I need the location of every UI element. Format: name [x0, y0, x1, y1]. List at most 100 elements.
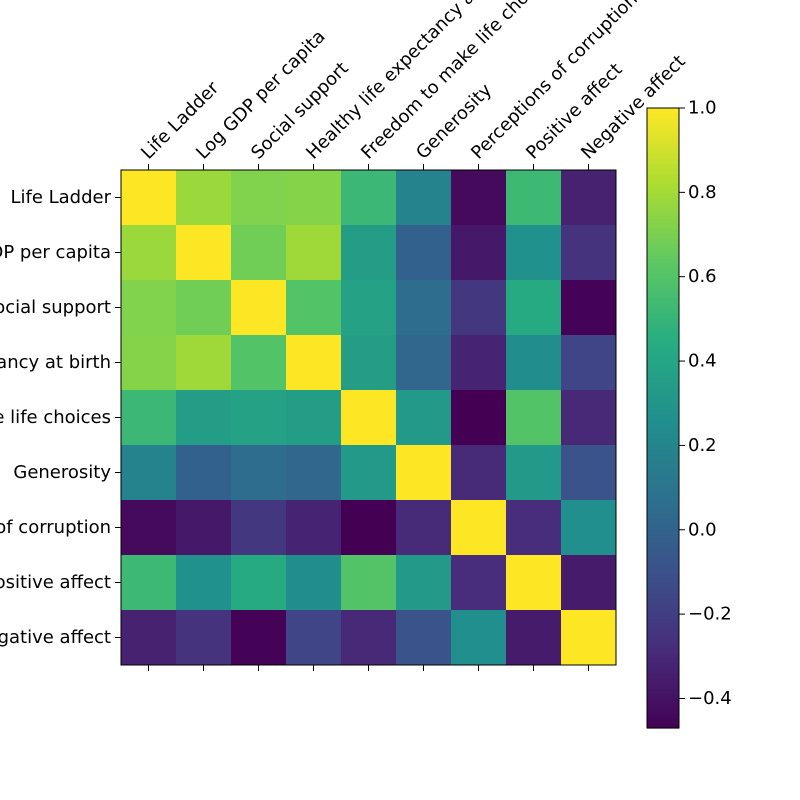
colorbar-segment: [647, 213, 679, 219]
colorbar-segment: [647, 643, 679, 649]
colorbar-segment: [647, 258, 679, 264]
colorbar-tick-label: 1.0: [688, 98, 717, 119]
heatmap-cell: [231, 170, 287, 226]
colorbar-segment: [647, 403, 679, 409]
colorbar-tick-label: 0.4: [688, 351, 717, 372]
heatmap-cell: [121, 280, 177, 336]
heatmap-cell: [231, 280, 287, 336]
y-tick-label: Freedom to make life choices: [0, 407, 111, 428]
x-tick-label: Social support: [247, 58, 353, 164]
colorbar-segment: [647, 603, 679, 609]
heatmap-cell: [341, 555, 397, 611]
heatmap-cell: [341, 390, 397, 446]
heatmap-cell: [341, 610, 397, 666]
heatmap-cell: [286, 445, 342, 501]
colorbar-segment: [647, 318, 679, 324]
colorbar-segment: [647, 708, 679, 714]
heatmap-cell: [121, 500, 177, 556]
heatmap-cell: [506, 170, 562, 226]
heatmap-cell: [121, 225, 177, 281]
heatmap-cell: [176, 390, 232, 446]
colorbar-segment: [647, 193, 679, 199]
y-tick-label: Life Ladder: [10, 187, 111, 208]
heatmap-cell: [561, 335, 617, 391]
colorbar-segment: [647, 623, 679, 629]
colorbar-segment: [647, 703, 679, 709]
colorbar-segment: [647, 533, 679, 539]
y-tick-label: Positive affect: [0, 572, 111, 593]
colorbar-segment: [647, 548, 679, 554]
colorbar-segment: [647, 523, 679, 529]
colorbar-segment: [647, 398, 679, 404]
heatmap-cell: [341, 500, 397, 556]
heatmap-cell: [451, 280, 507, 336]
heatmap-cell: [451, 225, 507, 281]
colorbar-segment: [647, 418, 679, 424]
heatmap-cell: [451, 445, 507, 501]
heatmap-cell: [286, 390, 342, 446]
heatmap-cell: [561, 390, 617, 446]
colorbar-segment: [647, 493, 679, 499]
colorbar-segment: [647, 543, 679, 549]
colorbar-segment: [647, 648, 679, 654]
colorbar-segment: [647, 408, 679, 414]
colorbar-segment: [647, 593, 679, 599]
colorbar-segment: [647, 228, 679, 234]
colorbar-segment: [647, 568, 679, 574]
y-axis-ticks: Life Ladder Log GDP per capita Social supp…: [0, 187, 121, 648]
colorbar-segment: [647, 338, 679, 344]
colorbar-segment: [647, 613, 679, 619]
colorbar-segment: [647, 628, 679, 634]
colorbar-segment: [647, 443, 679, 449]
colorbar-tick-label: 0.6: [688, 266, 717, 287]
heatmap-cell: [396, 610, 452, 666]
colorbar-segment: [647, 618, 679, 624]
colorbar-segment: [647, 248, 679, 254]
heatmap-cell: [176, 225, 232, 281]
colorbar-segment: [647, 393, 679, 399]
colorbar-segment: [647, 448, 679, 454]
colorbar-segment: [647, 713, 679, 719]
heatmap-cell: [451, 610, 507, 666]
colorbar-segment: [647, 283, 679, 289]
colorbar-segment: [647, 278, 679, 284]
heatmap-cell: [121, 555, 177, 611]
colorbar-segment: [647, 503, 679, 509]
colorbar-segment: [647, 243, 679, 249]
colorbar-segment: [647, 508, 679, 514]
heatmap-cell: [176, 555, 232, 611]
colorbar-segment: [647, 373, 679, 379]
heatmap-cell: [286, 170, 342, 226]
colorbar-segment: [647, 658, 679, 664]
colorbar-segment: [647, 218, 679, 224]
heatmap-cell: [286, 280, 342, 336]
colorbar-segment: [647, 128, 679, 134]
colorbar-segment: [647, 388, 679, 394]
heatmap-cell: [286, 500, 342, 556]
heatmap-cell: [561, 225, 617, 281]
colorbar-segment: [647, 168, 679, 174]
colorbar: 1.0 0.8 0.6 0.4 0.2 0.0 −0.2 −0.4: [646, 98, 732, 729]
colorbar-segment: [647, 668, 679, 674]
colorbar-segment: [647, 478, 679, 484]
heatmap-cell: [506, 555, 562, 611]
colorbar-segment: [647, 518, 679, 524]
heatmap-cell: [341, 445, 397, 501]
heatmap-cell: [121, 445, 177, 501]
colorbar-segment: [647, 133, 679, 139]
colorbar-segment: [647, 273, 679, 279]
colorbar-segment: [647, 143, 679, 149]
heatmap-cell: [176, 335, 232, 391]
heatmap-cell: [341, 225, 397, 281]
colorbar-segment: [647, 198, 679, 204]
colorbar-segment: [647, 588, 679, 594]
heatmap-cell: [561, 500, 617, 556]
heatmap-cell: [506, 445, 562, 501]
colorbar-segment: [647, 183, 679, 189]
colorbar-tick-label: 0.2: [688, 435, 717, 456]
y-tick-label: Generosity: [13, 462, 111, 483]
heatmap-cell: [231, 225, 287, 281]
colorbar-segment: [647, 208, 679, 214]
colorbar-frame: [646, 107, 680, 729]
